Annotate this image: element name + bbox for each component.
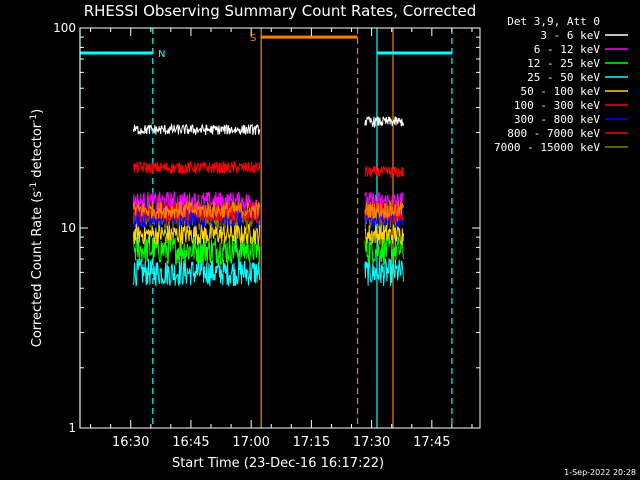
plot-area: NS bbox=[79, 28, 453, 428]
series-line bbox=[364, 204, 404, 228]
chart-title: RHESSI Observing Summary Count Rates, Co… bbox=[84, 2, 477, 20]
legend-label: 3 - 6 keV bbox=[540, 29, 600, 42]
legend-label: 12 - 25 keV bbox=[527, 57, 600, 70]
legend-label: 7000 - 15000 keV bbox=[494, 141, 600, 154]
x-tick-label: 16:45 bbox=[172, 435, 209, 450]
series-line bbox=[364, 223, 404, 246]
annotation-label-saa: S bbox=[250, 33, 256, 44]
y-axis-label-sup2: -1 bbox=[29, 114, 39, 123]
x-tick-label: 16:30 bbox=[112, 435, 149, 450]
series-line bbox=[364, 116, 404, 129]
series-line bbox=[132, 258, 261, 287]
legend-label: 300 - 800 keV bbox=[514, 113, 600, 126]
series-line bbox=[364, 234, 404, 266]
series-line bbox=[132, 160, 261, 175]
legend-title: Det 3,9, Att 0 bbox=[507, 15, 600, 28]
y-tick-label: 100 bbox=[53, 21, 76, 35]
legend-label: 800 - 7000 keV bbox=[507, 127, 600, 140]
series-line bbox=[364, 165, 404, 179]
footer-timestamp: 1-Sep-2022 20:28 bbox=[564, 468, 636, 477]
legend-label: 25 - 50 keV bbox=[527, 71, 600, 84]
axes: 16:30 16:45 17:00 17:15 17:30 17:45 1 10 100 bbox=[53, 21, 481, 450]
y-axis-label-main: Corrected Count Rate (s bbox=[30, 191, 45, 348]
series-line bbox=[132, 122, 261, 136]
series-line bbox=[132, 223, 261, 245]
x-tick-label: 17:30 bbox=[353, 435, 390, 450]
x-tick-label: 17:00 bbox=[232, 435, 269, 450]
y-tick-label: 10 bbox=[61, 221, 76, 235]
series-line-overlay bbox=[132, 201, 261, 220]
series-line-overlay bbox=[364, 201, 404, 220]
y-axis-label-sup1: -1 bbox=[29, 182, 39, 191]
legend-label: 50 - 100 keV bbox=[521, 85, 601, 98]
y-axis-label-end: ) bbox=[30, 109, 45, 114]
legend-label: 6 - 12 keV bbox=[534, 43, 601, 56]
legend-label: 100 - 300 keV bbox=[514, 99, 600, 112]
x-tick-label: 17:45 bbox=[413, 435, 450, 450]
annotation-label-night: N bbox=[158, 49, 165, 60]
series-line bbox=[364, 191, 404, 213]
x-axis-label: Start Time (23-Dec-16 16:17:22) bbox=[172, 456, 384, 471]
x-tick-label: 17:15 bbox=[293, 435, 330, 450]
y-axis-label-mid: detector bbox=[30, 122, 45, 182]
y-tick-label: 1 bbox=[68, 421, 76, 435]
series-line bbox=[132, 235, 261, 266]
series-line bbox=[364, 257, 404, 287]
y-axis-label: Corrected Count Rate (s-1 detector-1) bbox=[29, 109, 45, 347]
